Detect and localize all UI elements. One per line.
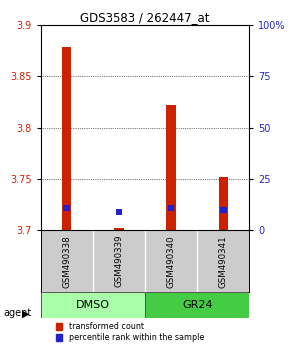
Legend: transformed count, percentile rank within the sample: transformed count, percentile rank withi… xyxy=(55,321,205,343)
Text: agent: agent xyxy=(3,308,31,318)
Text: GR24: GR24 xyxy=(182,300,213,310)
Bar xyxy=(145,292,249,318)
Bar xyxy=(41,292,145,318)
Text: GSM490341: GSM490341 xyxy=(219,235,228,287)
Text: DMSO: DMSO xyxy=(76,300,110,310)
Text: GSM490338: GSM490338 xyxy=(62,235,71,287)
Bar xyxy=(114,228,124,230)
Bar xyxy=(168,205,175,211)
Bar xyxy=(220,207,227,213)
Bar xyxy=(219,177,228,230)
Bar xyxy=(166,105,176,230)
Title: GDS3583 / 262447_at: GDS3583 / 262447_at xyxy=(80,11,210,24)
Text: ▶: ▶ xyxy=(22,308,29,318)
Bar xyxy=(63,205,70,211)
Bar xyxy=(62,47,71,230)
Bar xyxy=(115,209,122,215)
Text: GSM490340: GSM490340 xyxy=(166,235,176,287)
Text: GSM490339: GSM490339 xyxy=(114,235,124,287)
